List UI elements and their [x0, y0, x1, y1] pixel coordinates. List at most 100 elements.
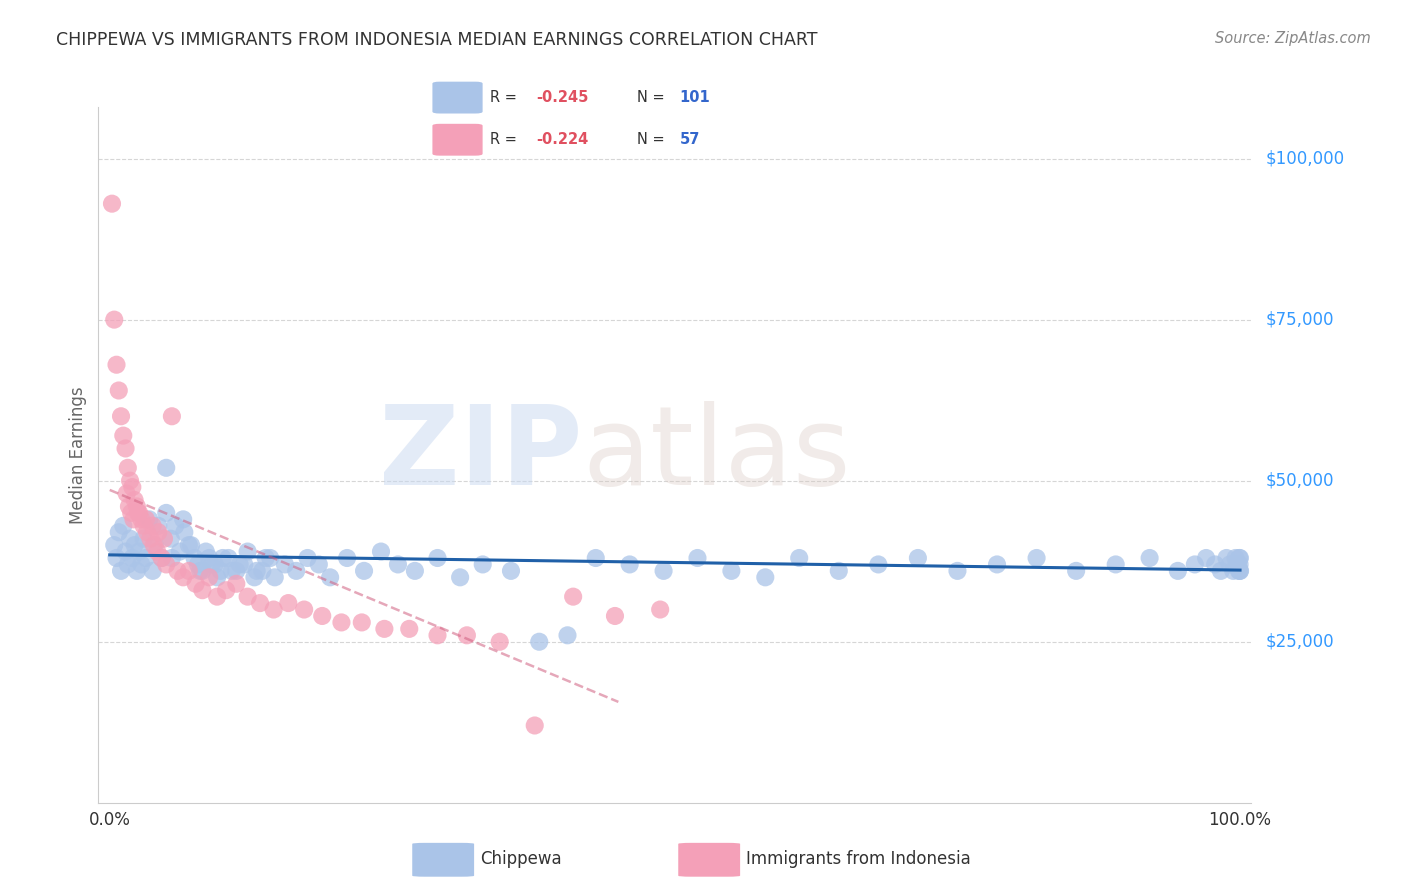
Point: [254, 551, 277, 566]
Point: [138, 512, 160, 526]
Text: $25,000: $25,000: [1265, 632, 1334, 651]
Point: [172, 512, 194, 526]
Point: [150, 551, 173, 566]
FancyBboxPatch shape: [433, 124, 482, 156]
Point: [209, 564, 232, 578]
Point: [103, 312, 125, 326]
Point: [166, 564, 188, 578]
Point: [155, 558, 177, 572]
Point: [907, 551, 929, 566]
Point: [112, 518, 135, 533]
Point: [308, 558, 330, 572]
Point: [263, 602, 285, 616]
Text: Chippewa: Chippewa: [481, 849, 562, 868]
Point: [1195, 551, 1218, 566]
Point: [148, 518, 170, 533]
Point: [650, 602, 672, 616]
Point: [107, 525, 129, 540]
Point: [236, 590, 259, 604]
Point: [101, 196, 124, 211]
Point: [1204, 558, 1226, 572]
Point: [1139, 551, 1161, 566]
Point: [132, 532, 155, 546]
Text: R =: R =: [489, 90, 522, 105]
Point: [336, 551, 359, 566]
Point: [114, 442, 136, 456]
Point: [132, 518, 155, 533]
Point: [205, 570, 228, 584]
Point: [471, 558, 494, 572]
Point: [143, 538, 166, 552]
Point: [160, 409, 183, 424]
Point: [124, 493, 146, 508]
Point: [319, 570, 342, 584]
Point: [285, 564, 308, 578]
Point: [122, 512, 145, 526]
Point: [1229, 564, 1251, 578]
Point: [118, 500, 141, 514]
Point: [173, 525, 195, 540]
Point: [292, 602, 315, 616]
Point: [1222, 564, 1244, 578]
Point: [350, 615, 373, 630]
Point: [557, 628, 579, 642]
Point: [373, 622, 395, 636]
Point: [868, 558, 890, 572]
Point: [404, 564, 426, 578]
Point: [274, 558, 297, 572]
Point: [252, 564, 274, 578]
Text: $50,000: $50,000: [1265, 472, 1334, 490]
Point: [387, 558, 409, 572]
Point: [1229, 564, 1251, 578]
Text: N =: N =: [637, 132, 669, 147]
Point: [523, 718, 546, 732]
Point: [499, 564, 522, 578]
Point: [686, 551, 709, 566]
Point: [131, 512, 153, 526]
Point: [619, 558, 641, 572]
Text: CHIPPEWA VS IMMIGRANTS FROM INDONESIA MEDIAN EARNINGS CORRELATION CHART: CHIPPEWA VS IMMIGRANTS FROM INDONESIA ME…: [56, 31, 818, 49]
Point: [114, 544, 136, 558]
Point: [155, 460, 177, 475]
Point: [128, 506, 150, 520]
Point: [236, 544, 259, 558]
Point: [110, 564, 132, 578]
Text: 101: 101: [681, 90, 710, 105]
Point: [177, 538, 200, 552]
Point: [259, 551, 281, 566]
Point: [112, 428, 135, 442]
Point: [142, 518, 165, 533]
Point: [211, 551, 233, 566]
Point: [105, 358, 128, 372]
Point: [128, 544, 150, 558]
Point: [828, 564, 851, 578]
Point: [215, 583, 238, 598]
Point: [221, 564, 243, 578]
Point: [142, 538, 165, 552]
Point: [225, 576, 247, 591]
Point: [139, 532, 162, 546]
Point: [183, 551, 205, 566]
Point: [426, 551, 449, 566]
Point: [1226, 558, 1249, 572]
Point: [398, 622, 420, 636]
Point: [146, 544, 169, 558]
Point: [585, 551, 607, 566]
Point: [135, 512, 157, 526]
Point: [754, 570, 776, 584]
Point: [449, 570, 471, 584]
Point: [205, 590, 228, 604]
Point: [311, 609, 333, 624]
FancyBboxPatch shape: [678, 843, 740, 877]
Point: [277, 596, 299, 610]
Point: [115, 486, 138, 500]
Point: [1229, 558, 1251, 572]
Point: [297, 551, 319, 566]
Point: [246, 564, 269, 578]
Point: [120, 474, 142, 488]
Point: [136, 525, 159, 540]
Point: [194, 544, 217, 558]
Point: [159, 532, 181, 546]
Point: [198, 551, 221, 566]
Text: -0.245: -0.245: [537, 90, 589, 105]
